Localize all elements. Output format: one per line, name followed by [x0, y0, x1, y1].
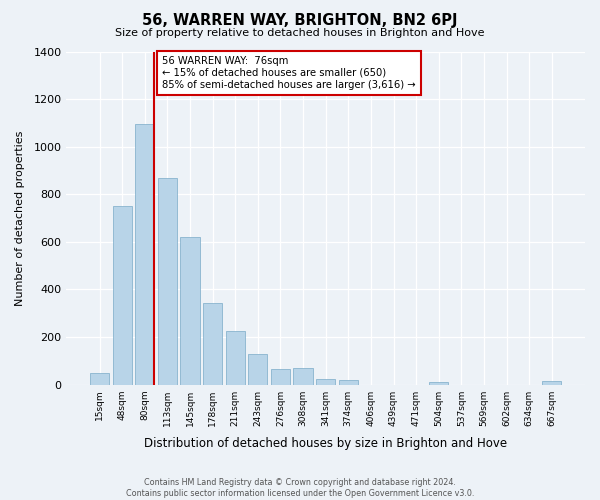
Bar: [271, 369, 290, 384]
Bar: [316, 378, 335, 384]
Bar: [158, 178, 177, 384]
X-axis label: Distribution of detached houses by size in Brighton and Hove: Distribution of detached houses by size …: [144, 437, 507, 450]
Bar: [248, 354, 268, 384]
Text: 56, WARREN WAY, BRIGHTON, BN2 6PJ: 56, WARREN WAY, BRIGHTON, BN2 6PJ: [142, 12, 458, 28]
Bar: [542, 381, 562, 384]
Text: Size of property relative to detached houses in Brighton and Hove: Size of property relative to detached ho…: [115, 28, 485, 38]
Bar: [181, 237, 200, 384]
Y-axis label: Number of detached properties: Number of detached properties: [15, 130, 25, 306]
Bar: [135, 124, 154, 384]
Bar: [429, 382, 448, 384]
Bar: [226, 331, 245, 384]
Text: 56 WARREN WAY:  76sqm
← 15% of detached houses are smaller (650)
85% of semi-det: 56 WARREN WAY: 76sqm ← 15% of detached h…: [162, 56, 416, 90]
Bar: [203, 302, 222, 384]
Text: Contains HM Land Registry data © Crown copyright and database right 2024.
Contai: Contains HM Land Registry data © Crown c…: [126, 478, 474, 498]
Bar: [113, 206, 132, 384]
Bar: [90, 373, 109, 384]
Bar: [338, 380, 358, 384]
Bar: [293, 368, 313, 384]
